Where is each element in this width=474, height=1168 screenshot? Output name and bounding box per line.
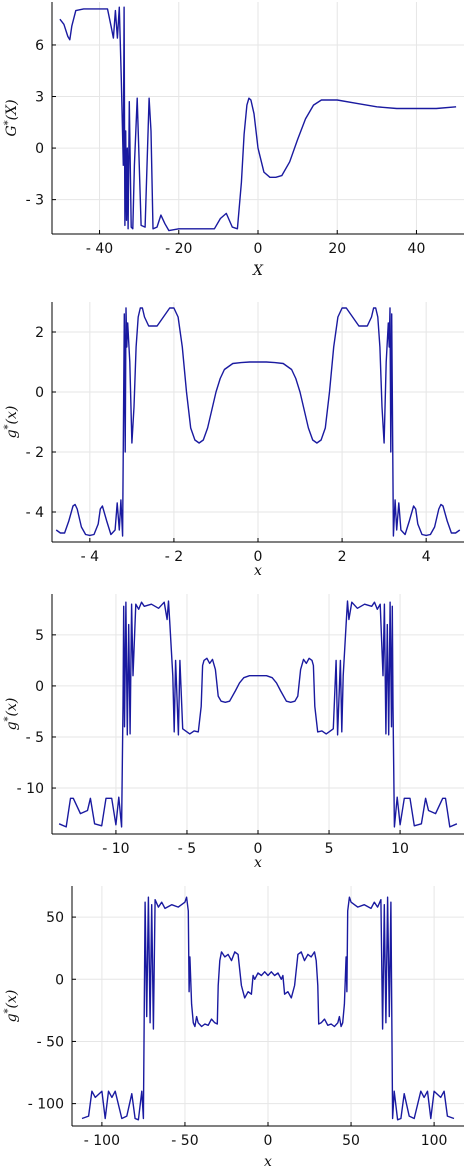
x-tick-label: - 5 <box>178 841 196 857</box>
chart-2-svg: - 4 - 2 0 2 4 - 4 - 2 0 2 x g*(x) <box>3 302 464 579</box>
y-tick-label: - 3 <box>26 193 44 209</box>
chart-3-svg: - 10 - 5 0 5 10 - 10 - 5 0 5 x g*(x) <box>3 594 464 871</box>
chart-panel-1: - 40 - 20 0 20 40 - 3 0 3 6 X G*(X) <box>0 0 474 292</box>
x-tick-label: 50 <box>342 1133 360 1149</box>
y-tick-label: - 4 <box>26 505 45 521</box>
x-tick-label: - 100 <box>84 1133 120 1149</box>
y-tick-label: 0 <box>35 141 44 157</box>
chart-panel-3: - 10 - 5 0 5 10 - 10 - 5 0 5 x g*(x) <box>0 584 474 876</box>
y-axis-label: g*(x) <box>3 698 21 731</box>
y-tick-label: 0 <box>35 679 44 695</box>
y-tick-label: - 5 <box>26 730 44 746</box>
y-tick-label: - 100 <box>28 1097 64 1113</box>
y-tick-label: 5 <box>35 628 44 644</box>
y-tick-label: 2 <box>35 325 44 341</box>
x-tick-label: 10 <box>391 841 409 857</box>
x-tick-label: - 2 <box>165 549 183 565</box>
x-tick-label: 0 <box>254 241 263 257</box>
chart-panel-2: - 4 - 2 0 2 4 - 4 - 2 0 2 x g*(x) <box>0 292 474 584</box>
chart-4-svg: - 100 - 50 0 50 100 - 100 - 50 0 50 x g*(x) <box>3 886 464 1168</box>
x-tick-label: 2 <box>338 549 347 565</box>
chart-1-svg: - 40 - 20 0 20 40 - 3 0 3 6 X G*(X) <box>3 2 464 279</box>
x-tick-label: - 4 <box>81 549 100 565</box>
x-tick-label: - 50 <box>171 1133 198 1149</box>
y-tick-label: 6 <box>35 38 44 54</box>
x-tick-label: - 10 <box>102 841 129 857</box>
series-line <box>58 600 458 828</box>
x-tick-label: 0 <box>254 841 263 857</box>
y-tick-label: - 2 <box>26 445 44 461</box>
x-tick-label: 20 <box>328 241 346 257</box>
x-tick-label: 40 <box>408 241 426 257</box>
y-tick-label: 3 <box>35 90 44 106</box>
series-line <box>55 307 461 537</box>
x-tick-label: 5 <box>325 841 334 857</box>
series-line <box>81 896 455 1121</box>
y-axis-label: G*(X) <box>3 99 21 136</box>
x-axis-label: X <box>252 263 264 279</box>
y-tick-label: 0 <box>35 385 44 401</box>
y-axis-label: g*(x) <box>3 990 21 1023</box>
y-tick-label: 0 <box>55 972 64 988</box>
x-tick-label: - 20 <box>165 241 192 257</box>
x-tick-label: 0 <box>264 1133 273 1149</box>
x-tick-label: 0 <box>254 549 263 565</box>
x-axis-label: x <box>254 855 262 871</box>
x-tick-label: 4 <box>422 549 431 565</box>
y-tick-label: - 10 <box>17 781 44 797</box>
y-axis-label: g*(x) <box>3 406 21 439</box>
series-line <box>59 6 457 232</box>
x-tick-label: 100 <box>421 1133 448 1149</box>
y-tick-label: - 50 <box>37 1034 64 1050</box>
x-axis-label: x <box>254 563 262 579</box>
x-axis-label: x <box>264 1154 272 1168</box>
chart-panel-4: - 100 - 50 0 50 100 - 100 - 50 0 50 x g*(x) <box>0 876 474 1168</box>
y-tick-label: 50 <box>46 910 64 926</box>
x-tick-label: - 40 <box>86 241 113 257</box>
